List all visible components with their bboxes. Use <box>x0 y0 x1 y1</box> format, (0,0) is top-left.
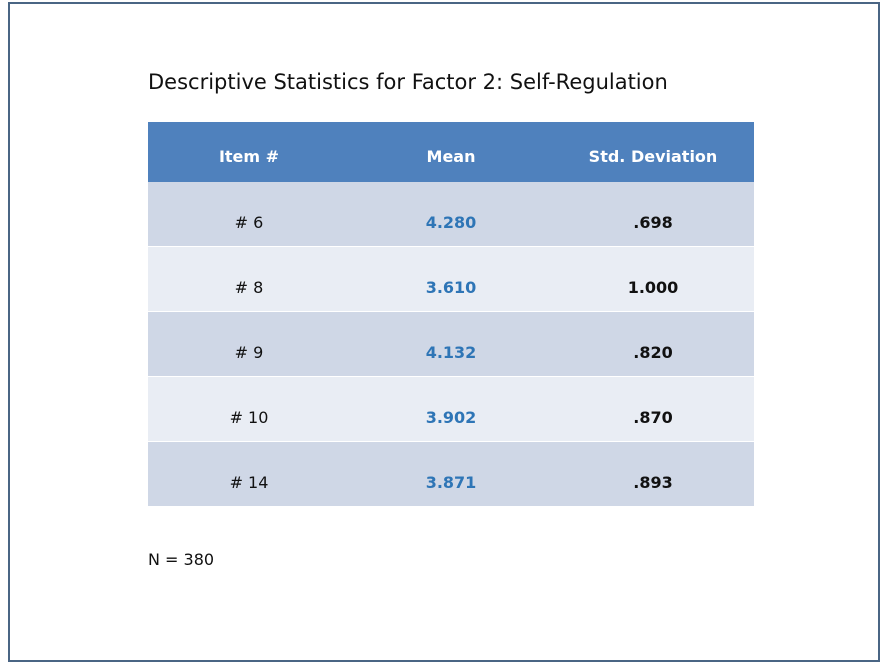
table-cell: # 9 <box>234 343 264 362</box>
table-row: # 6 4.280 .698 <box>148 182 754 246</box>
table-row: # 14 3.871 .893 <box>148 441 754 506</box>
table-cell: .820 <box>633 343 673 362</box>
table-cell: 3.871 <box>425 473 477 492</box>
table-cell: .893 <box>633 473 673 492</box>
table-row: # 9 4.132 .820 <box>148 311 754 376</box>
table-cell: .698 <box>633 213 673 232</box>
table-cell: 1.000 <box>627 278 679 297</box>
table-header-row: Item # Mean Std. Deviation <box>148 122 754 182</box>
table-cell: # 6 <box>234 213 264 232</box>
slide: Descriptive Statistics for Factor 2: Sel… <box>8 2 880 662</box>
table-cell: 3.902 <box>425 408 477 427</box>
table-cell: # 14 <box>229 473 269 492</box>
table-row: # 10 3.902 .870 <box>148 376 754 441</box>
table-cell: 4.132 <box>425 343 477 362</box>
stats-table: Item # Mean Std. Deviation # 6 4.280 .698 # 8 3… <box>148 122 754 506</box>
header-cell: Std. Deviation <box>588 147 718 166</box>
sample-size-note: N = 380 <box>148 550 215 569</box>
header-cell: Mean <box>426 147 476 166</box>
table-cell: 3.610 <box>425 278 477 297</box>
table-cell: 4.280 <box>425 213 477 232</box>
header-cell: Item # <box>218 147 280 166</box>
table-cell: # 10 <box>229 408 269 427</box>
table-cell: .870 <box>633 408 673 427</box>
slide-title: Descriptive Statistics for Factor 2: Sel… <box>148 70 668 94</box>
table-row: # 8 3.610 1.000 <box>148 246 754 311</box>
table-cell: # 8 <box>234 278 264 297</box>
